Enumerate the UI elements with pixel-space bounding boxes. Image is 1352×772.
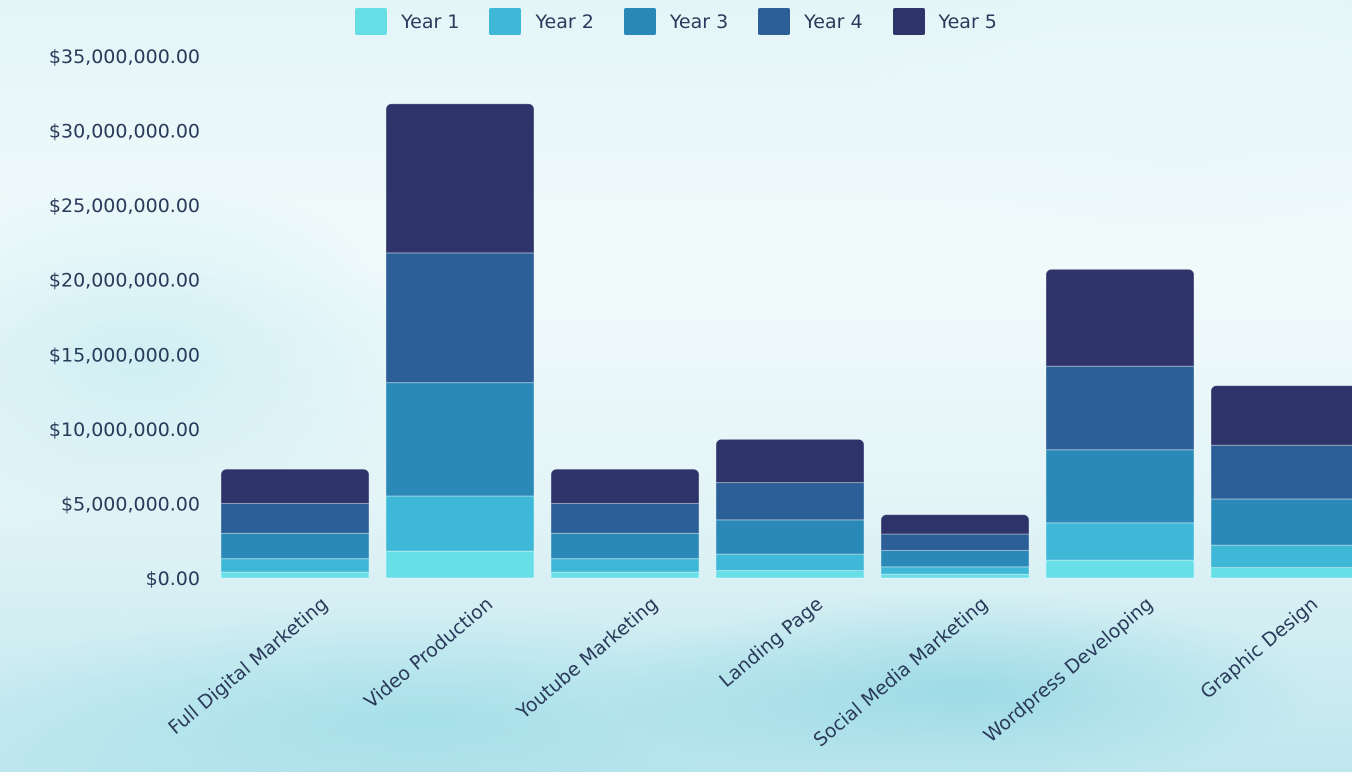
bar-segment-year-2[interactable] [716, 553, 864, 572]
bar-segment-year-5[interactable] [1046, 269, 1194, 367]
bar-segment-year-2[interactable] [1211, 544, 1352, 569]
bar-segment-year-5[interactable] [221, 469, 369, 504]
legend-label-year-2: Year 2 [535, 10, 594, 33]
legend-swatch-year-4 [758, 8, 791, 35]
x-axis: Full Digital Marketing Video Production Yo… [164, 593, 1322, 751]
legend-label-year-3: Year 3 [669, 10, 729, 33]
y-tick-label: $35,000,000.00 [49, 46, 200, 68]
bar-group [1211, 385, 1352, 579]
bar-segment-year-2[interactable] [1046, 522, 1194, 561]
y-tick-label: $25,000,000.00 [49, 195, 200, 217]
legend-label-year-4: Year 4 [804, 10, 863, 33]
bar-group [881, 514, 1029, 579]
bar-segment-year-3[interactable] [1211, 498, 1352, 546]
bar-segment-year-4[interactable] [551, 502, 699, 534]
bar-segment-year-5[interactable] [716, 439, 864, 484]
bar-segment-year-5[interactable] [881, 514, 1029, 535]
bar-segment-year-5[interactable] [386, 103, 534, 254]
y-tick-label: $5,000,000.00 [61, 493, 200, 515]
bar-segment-year-1[interactable] [1046, 559, 1194, 579]
bar-segment-year-4[interactable] [716, 482, 864, 521]
legend-swatch-year-1 [355, 8, 388, 35]
y-tick-label: $10,000,000.00 [49, 419, 200, 441]
x-tick-label: Landing Page [715, 593, 827, 692]
bar-segment-year-2[interactable] [221, 558, 369, 573]
y-tick-label: $30,000,000.00 [49, 121, 200, 143]
bar-segment-year-4[interactable] [221, 502, 369, 534]
bar-group [716, 439, 864, 579]
bar-segment-year-5[interactable] [1211, 385, 1352, 446]
legend-label-year-5: Year 5 [938, 10, 997, 33]
bar-segment-year-4[interactable] [1046, 365, 1194, 451]
legend-item-year-5[interactable]: Year 5 [892, 8, 997, 35]
legend-item-year-1[interactable]: Year 1 [355, 8, 459, 35]
bar-segment-year-2[interactable] [881, 566, 1029, 575]
chart-legend: Year 1 Year 2 Year 3 Year 4 Year 5 [0, 8, 1352, 35]
bar-segment-year-5[interactable] [551, 469, 699, 504]
bar-segment-year-4[interactable] [386, 252, 534, 384]
bar-segment-year-3[interactable] [386, 382, 534, 497]
bar-segment-year-3[interactable] [551, 532, 699, 560]
legend-swatch-year-2 [489, 8, 522, 35]
bar-segment-year-3[interactable] [716, 519, 864, 555]
bar-segment-year-3[interactable] [881, 549, 1029, 568]
x-tick-label: Video Production [360, 593, 497, 713]
y-tick-label: $0.00 [146, 568, 200, 590]
bar-group [386, 103, 534, 579]
bar-group [221, 469, 369, 579]
legend-item-year-2[interactable]: Year 2 [489, 8, 594, 35]
bar-segment-year-1[interactable] [716, 570, 864, 579]
x-tick-label: Wordpress Developing [980, 593, 1158, 747]
bar-segment-year-1[interactable] [221, 571, 369, 579]
bar-group [551, 469, 699, 579]
bar-segment-year-4[interactable] [881, 533, 1029, 551]
bar-segment-year-3[interactable] [1046, 449, 1194, 524]
y-tick-label: $20,000,000.00 [49, 270, 200, 292]
bar-segment-year-2[interactable] [386, 495, 534, 552]
bar-segment-year-1[interactable] [551, 571, 699, 579]
y-axis: $0.00 $5,000,000.00 $10,000,000.00 $15,000,… [49, 46, 200, 590]
bar-segment-year-1[interactable] [881, 573, 1029, 579]
legend-item-year-4[interactable]: Year 4 [758, 8, 863, 35]
legend-swatch-year-5 [892, 8, 925, 35]
legend-item-year-3[interactable]: Year 3 [623, 8, 729, 35]
bar-segment-year-4[interactable] [1211, 444, 1352, 500]
bar-group [1046, 269, 1194, 579]
bar-segment-year-2[interactable] [551, 558, 699, 573]
x-tick-label: Graphic Design [1196, 593, 1322, 703]
bars [221, 103, 1352, 579]
x-tick-label: Youtube Marketing [512, 593, 662, 724]
legend-label-year-1: Year 1 [401, 10, 460, 33]
bar-segment-year-1[interactable] [1211, 567, 1352, 579]
bar-segment-year-1[interactable] [386, 550, 534, 579]
bar-segment-year-3[interactable] [221, 532, 369, 560]
y-tick-label: $15,000,000.00 [49, 344, 200, 366]
x-tick-label: Full Digital Marketing [164, 593, 332, 739]
legend-swatch-year-3 [623, 8, 656, 35]
x-tick-label: Social Media Marketing [809, 593, 992, 751]
